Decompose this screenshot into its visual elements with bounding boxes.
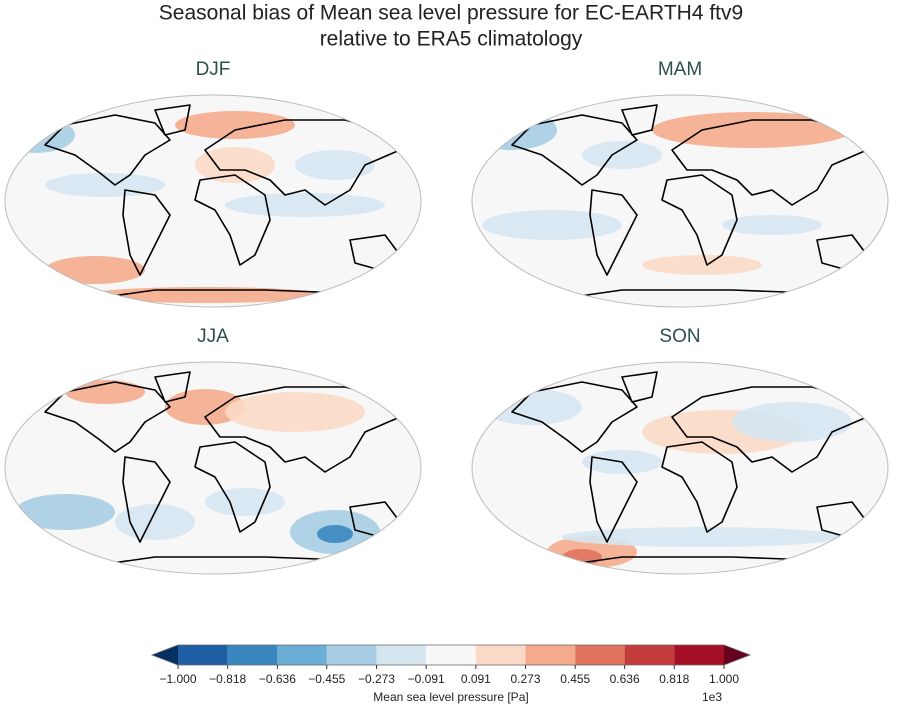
bias-region (732, 402, 852, 442)
map (471, 361, 889, 575)
colorbar-tick-label: 1.000 (709, 672, 739, 686)
colorbar-tick-label: −0.636 (259, 672, 296, 686)
colorbar-tick-label: −0.273 (358, 672, 395, 686)
bias-region (482, 389, 582, 425)
colorbar-segment (475, 645, 526, 665)
map-border (4, 94, 422, 308)
bias-region (15, 494, 115, 530)
colorbar-tick-label: −1.000 (159, 672, 196, 686)
colorbar-tick-label: 0.818 (659, 672, 689, 686)
colorbar-segment (525, 645, 576, 665)
bias-region (317, 525, 353, 543)
panel-title: JJA (197, 326, 229, 347)
map-border (471, 361, 889, 575)
map-field (472, 95, 888, 307)
map (4, 361, 422, 575)
colorbar-segment (624, 645, 675, 665)
colorbar-segment (277, 645, 327, 665)
title-line: relative to ERA5 climatology (320, 28, 583, 51)
bias-region (642, 255, 762, 275)
colorbar-tick-label: −0.455 (308, 672, 345, 686)
colorbar-tick-label: −0.818 (209, 672, 246, 686)
colorbar-offset: 1e3 (702, 690, 722, 704)
map-border (471, 94, 889, 308)
bias-region (165, 389, 245, 425)
bias-region (225, 392, 365, 432)
map (471, 94, 889, 308)
bias-region (65, 380, 145, 404)
colorbar-tick-label: 0.455 (560, 672, 590, 686)
bias-region (175, 111, 295, 139)
colorbar-segment (227, 645, 278, 665)
colorbar-segment (376, 645, 427, 665)
colorbar-extend-over (724, 645, 750, 665)
colorbar-tick-label: −0.091 (408, 672, 445, 686)
bias-region (225, 193, 385, 217)
bias-region (482, 210, 622, 240)
panel-title: SON (659, 326, 700, 347)
bias-region (205, 488, 285, 516)
colorbar-extend-under (152, 645, 178, 665)
bias-region (652, 112, 852, 148)
map-field (5, 95, 421, 307)
bias-region (295, 150, 375, 180)
map (4, 94, 422, 308)
bias-region (45, 256, 145, 284)
colorbar-segment (674, 645, 724, 665)
panel-title: MAM (658, 59, 702, 80)
map-field (5, 362, 421, 574)
title-line: Seasonal bias of Mean sea level pressure… (159, 2, 743, 25)
colorbar-segment (178, 645, 228, 665)
colorbar-tick-label: 0.273 (511, 672, 541, 686)
colorbar-tick-label: 0.091 (461, 672, 491, 686)
map-field (472, 362, 888, 574)
colorbar-tick-label: 0.636 (610, 672, 640, 686)
colorbar-label: Mean sea level pressure [Pa] (373, 690, 528, 704)
bias-region (562, 527, 842, 547)
colorbar-segment (575, 645, 625, 665)
bias-region (582, 141, 662, 169)
panel-title: DJF (196, 59, 231, 80)
colorbar-segment (426, 645, 476, 665)
map-border (4, 361, 422, 575)
colorbar-segment (326, 645, 377, 665)
bias-region (722, 215, 822, 235)
